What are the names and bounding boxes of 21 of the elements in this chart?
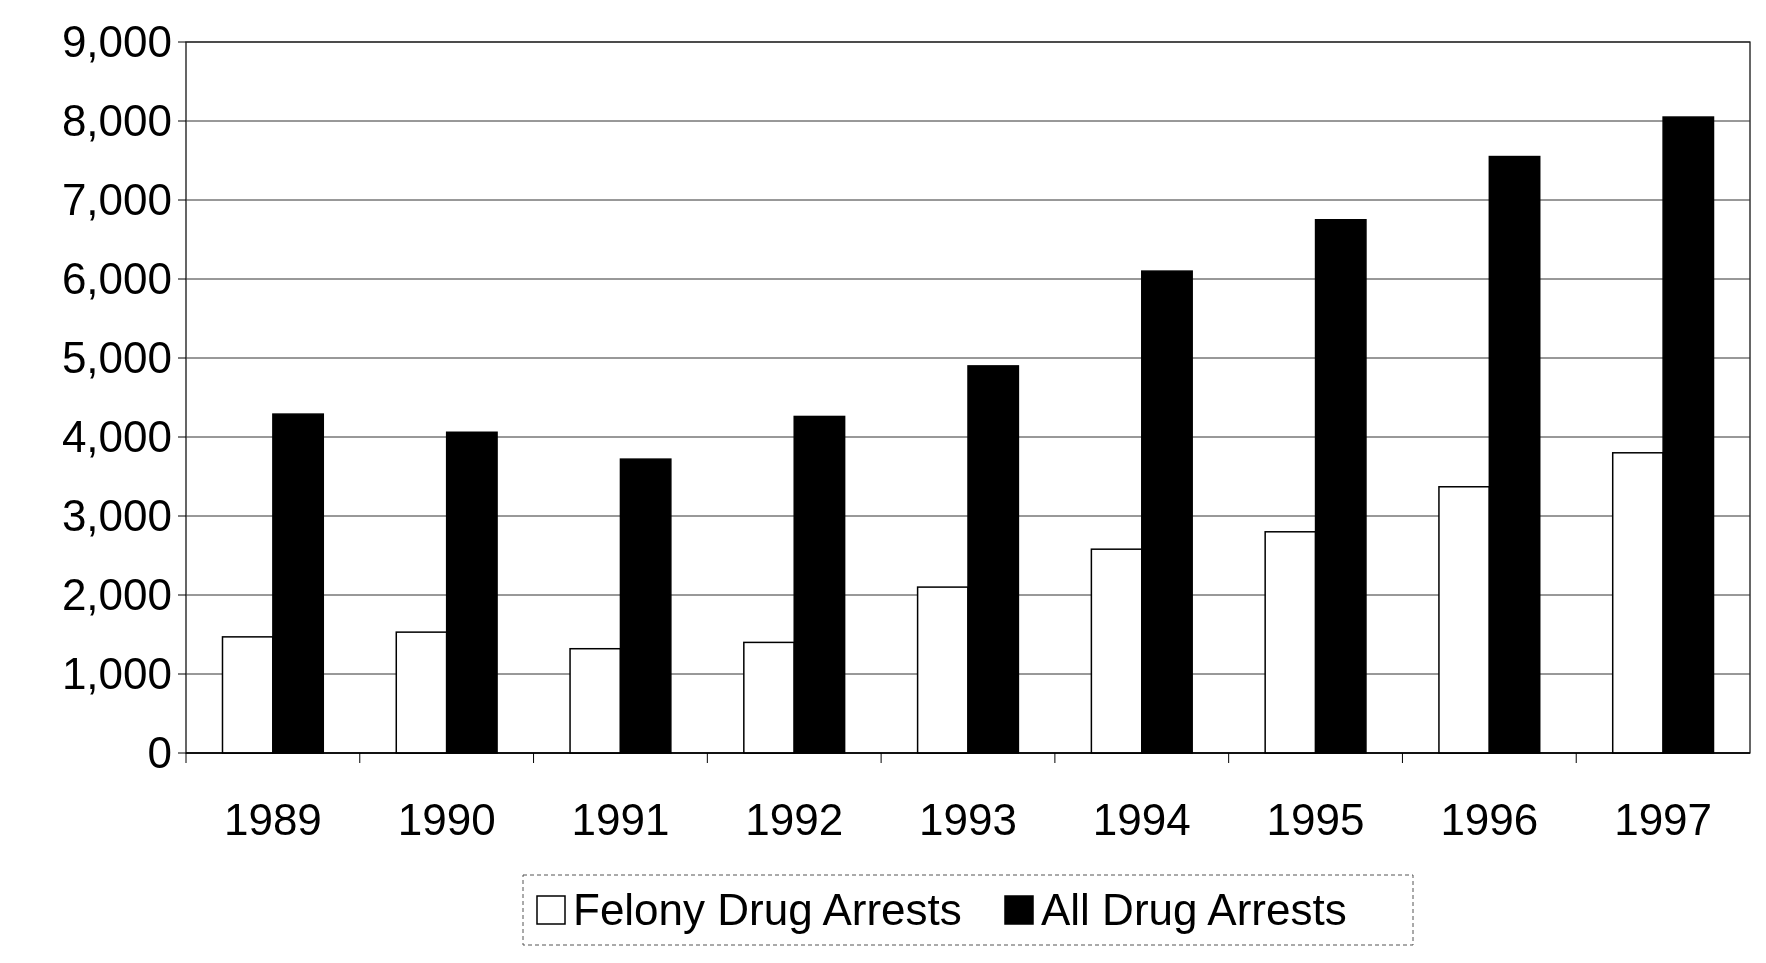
- legend-label: All Drug Arrests: [1041, 885, 1347, 935]
- x-tick-label: 1991: [571, 795, 670, 844]
- x-tick-label: 1996: [1440, 795, 1539, 844]
- y-tick-label: 3,000: [61, 491, 172, 541]
- x-tick-label: 1990: [397, 795, 496, 844]
- legend-label: Felony Drug Arrests: [573, 885, 962, 935]
- x-tick-label: 1994: [1092, 795, 1191, 844]
- y-tick-label: 7,000: [61, 175, 172, 225]
- x-tick-label: 1997: [1614, 795, 1713, 844]
- y-tick-label: 1,000: [61, 649, 172, 699]
- y-tick-label: 4,000: [61, 412, 172, 462]
- y-tick-label: 6,000: [61, 254, 172, 304]
- y-tick-label: 5,000: [61, 333, 172, 383]
- x-tick-label: 1995: [1266, 795, 1365, 844]
- y-tick-label: 0: [147, 728, 172, 778]
- x-tick-label: 1993: [919, 795, 1017, 844]
- y-tick-label: 9,000: [61, 17, 172, 67]
- x-tick-label: 1989: [223, 795, 322, 844]
- x-tick-label: 1992: [745, 795, 844, 844]
- y-tick-label: 2,000: [61, 570, 172, 620]
- y-tick-label: 8,000: [61, 96, 172, 146]
